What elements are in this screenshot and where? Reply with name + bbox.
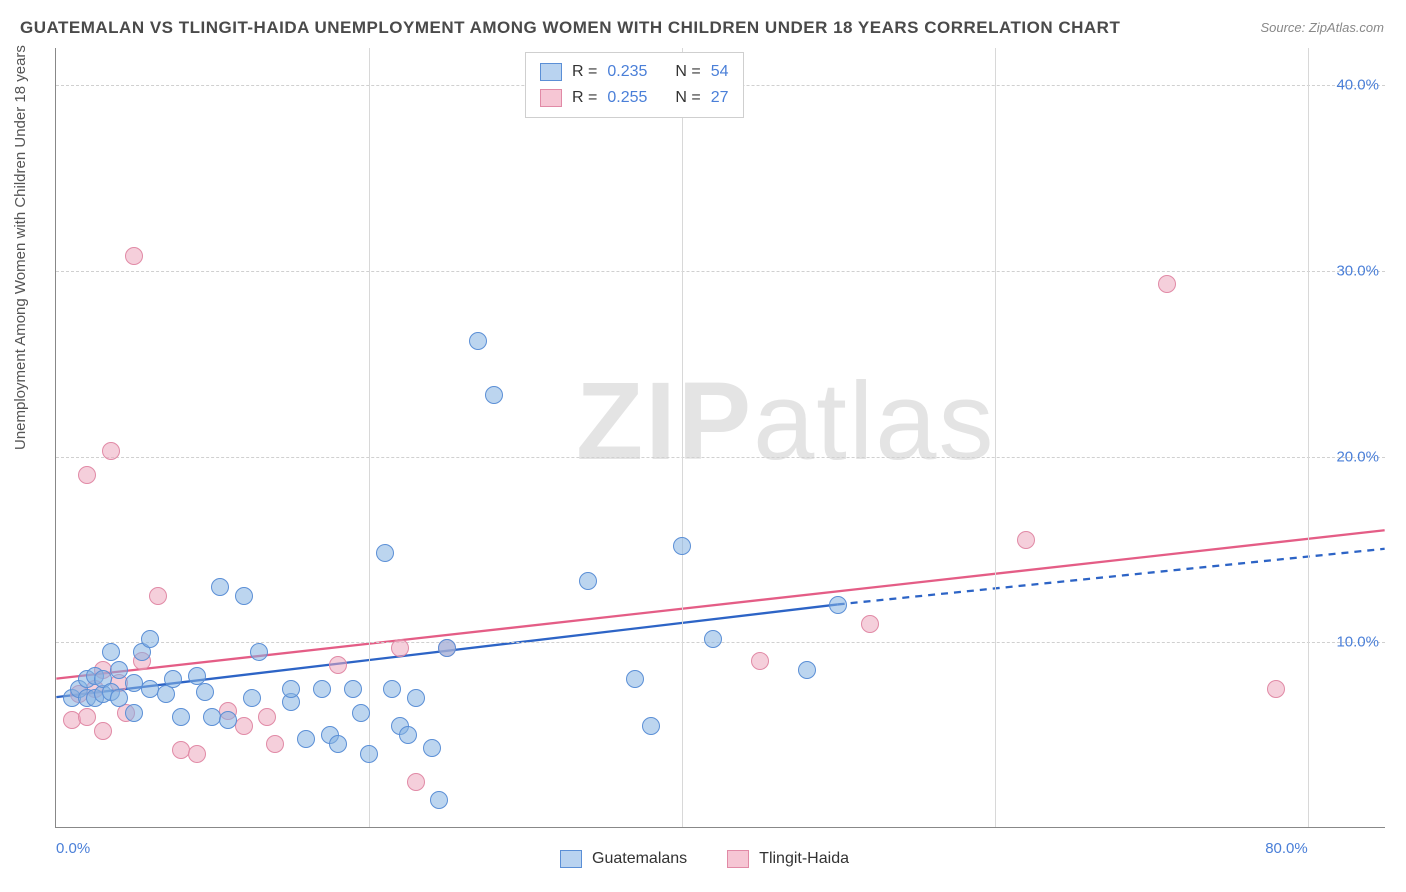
scatter-point-blue — [829, 596, 847, 614]
r-value: 0.255 — [607, 89, 647, 107]
scatter-point-blue — [125, 704, 143, 722]
scatter-point-pink — [266, 735, 284, 753]
legend-swatch — [540, 63, 562, 81]
scatter-point-pink — [149, 587, 167, 605]
scatter-point-blue — [626, 670, 644, 688]
legend-stat-row: R = 0.255 N = 27 — [540, 85, 729, 111]
y-axis-label: Unemployment Among Women with Children U… — [12, 45, 29, 450]
legend-series-label: Tlingit-Haida — [759, 850, 849, 868]
y-tick-label: 30.0% — [1336, 262, 1379, 279]
scatter-point-blue — [235, 587, 253, 605]
y-tick-label: 10.0% — [1336, 634, 1379, 651]
source-name: ZipAtlas.com — [1309, 20, 1384, 35]
legend-stat-row: R = 0.235 N = 54 — [540, 59, 729, 85]
y-tick-label: 40.0% — [1336, 77, 1379, 94]
gridline-vertical — [995, 48, 996, 827]
r-label: R = — [572, 63, 597, 81]
scatter-point-pink — [258, 708, 276, 726]
scatter-point-blue — [344, 680, 362, 698]
scatter-point-blue — [313, 680, 331, 698]
r-value: 0.235 — [607, 63, 647, 81]
trend-lines-layer — [56, 48, 1385, 827]
x-tick-max-label: 80.0% — [1265, 840, 1308, 857]
gridline-vertical — [1308, 48, 1309, 827]
scatter-point-pink — [125, 247, 143, 265]
scatter-point-blue — [188, 667, 206, 685]
legend-series-item: Guatemalans — [560, 850, 687, 868]
series-legend: Guatemalans Tlingit-Haida — [560, 850, 849, 868]
scatter-point-blue — [469, 332, 487, 350]
gridline-horizontal — [56, 457, 1385, 458]
n-value: 27 — [711, 89, 729, 107]
x-tick-min-label: 0.0% — [56, 840, 90, 857]
scatter-plot-area: ZIPatlas 10.0%20.0%30.0%40.0%0.0%80.0% — [55, 48, 1385, 828]
scatter-point-blue — [798, 661, 816, 679]
scatter-point-blue — [407, 689, 425, 707]
scatter-point-pink — [188, 745, 206, 763]
legend-series-label: Guatemalans — [592, 850, 687, 868]
scatter-point-blue — [282, 680, 300, 698]
trend-line — [838, 549, 1385, 605]
r-label: R = — [572, 89, 597, 107]
y-tick-label: 20.0% — [1336, 448, 1379, 465]
scatter-point-pink — [1017, 531, 1035, 549]
scatter-point-blue — [211, 578, 229, 596]
scatter-point-blue — [243, 689, 261, 707]
scatter-point-pink — [391, 639, 409, 657]
scatter-point-pink — [407, 773, 425, 791]
scatter-point-pink — [1158, 275, 1176, 293]
scatter-point-blue — [250, 643, 268, 661]
scatter-point-pink — [329, 656, 347, 674]
correlation-legend: R = 0.235 N = 54 R = 0.255 N = 27 — [525, 52, 744, 118]
scatter-point-blue — [352, 704, 370, 722]
chart-title: GUATEMALAN VS TLINGIT-HAIDA UNEMPLOYMENT… — [20, 18, 1120, 38]
legend-swatch — [540, 89, 562, 107]
scatter-point-blue — [399, 726, 417, 744]
scatter-point-pink — [78, 708, 96, 726]
scatter-point-blue — [704, 630, 722, 648]
scatter-point-blue — [579, 572, 597, 590]
scatter-point-blue — [172, 708, 190, 726]
gridline-horizontal — [56, 271, 1385, 272]
scatter-point-blue — [297, 730, 315, 748]
scatter-point-blue — [102, 643, 120, 661]
n-label: N = — [675, 89, 700, 107]
scatter-point-pink — [235, 717, 253, 735]
scatter-point-pink — [94, 722, 112, 740]
scatter-point-blue — [219, 711, 237, 729]
scatter-point-blue — [438, 639, 456, 657]
scatter-point-blue — [110, 661, 128, 679]
source-attribution: Source: ZipAtlas.com — [1260, 20, 1384, 35]
n-value: 54 — [711, 63, 729, 81]
scatter-point-blue — [164, 670, 182, 688]
scatter-point-blue — [642, 717, 660, 735]
scatter-point-blue — [196, 683, 214, 701]
scatter-point-blue — [360, 745, 378, 763]
scatter-point-pink — [102, 442, 120, 460]
source-prefix: Source: — [1260, 20, 1308, 35]
scatter-point-pink — [78, 466, 96, 484]
scatter-point-pink — [751, 652, 769, 670]
scatter-point-pink — [861, 615, 879, 633]
scatter-point-blue — [423, 739, 441, 757]
scatter-point-pink — [1267, 680, 1285, 698]
scatter-point-blue — [376, 544, 394, 562]
gridline-vertical — [682, 48, 683, 827]
scatter-point-blue — [430, 791, 448, 809]
scatter-point-blue — [110, 689, 128, 707]
scatter-point-blue — [383, 680, 401, 698]
legend-swatch — [727, 850, 749, 868]
scatter-point-blue — [141, 630, 159, 648]
legend-series-item: Tlingit-Haida — [727, 850, 849, 868]
scatter-point-blue — [673, 537, 691, 555]
legend-swatch — [560, 850, 582, 868]
scatter-point-blue — [485, 386, 503, 404]
scatter-point-blue — [329, 735, 347, 753]
n-label: N = — [675, 63, 700, 81]
